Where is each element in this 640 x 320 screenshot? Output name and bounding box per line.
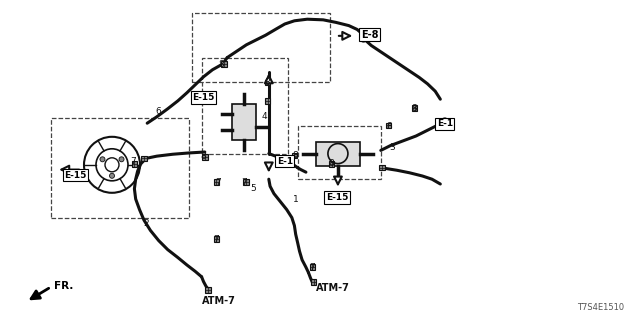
Text: E-1: E-1	[436, 119, 453, 128]
Bar	[141, 156, 147, 161]
Text: E-15: E-15	[193, 93, 214, 102]
Bar	[214, 179, 219, 185]
Text: 7: 7	[131, 157, 136, 166]
Text: 7: 7	[215, 178, 220, 187]
Text: ATM-7: ATM-7	[316, 283, 349, 293]
Bar	[386, 123, 391, 128]
Text: 8: 8	[387, 122, 392, 131]
Bar	[412, 105, 417, 111]
Text: 7: 7	[213, 235, 218, 244]
Text: 7: 7	[310, 263, 315, 272]
Text: 4: 4	[262, 112, 267, 121]
Circle shape	[105, 158, 119, 172]
Bar	[265, 80, 270, 85]
Text: T7S4E1510: T7S4E1510	[577, 303, 624, 312]
Bar	[380, 165, 385, 171]
Bar	[316, 141, 360, 166]
Text: 6: 6	[156, 107, 161, 116]
Text: 1: 1	[293, 196, 298, 204]
Text: 5: 5	[251, 184, 256, 193]
Circle shape	[442, 118, 448, 125]
Bar	[205, 287, 211, 293]
Text: E-15: E-15	[65, 171, 86, 180]
Bar	[243, 179, 248, 185]
Bar	[51, 118, 189, 218]
Text: E-15: E-15	[326, 193, 348, 202]
Text: 8: 8	[293, 151, 298, 160]
Bar	[310, 264, 315, 270]
Text: 3: 3	[390, 143, 395, 152]
Bar	[202, 154, 207, 160]
Circle shape	[100, 157, 105, 162]
Circle shape	[360, 35, 367, 42]
Circle shape	[119, 157, 124, 162]
Text: 8: 8	[201, 152, 206, 161]
Text: E-8: E-8	[361, 29, 379, 40]
Bar	[292, 153, 297, 158]
Text: 2: 2	[143, 220, 148, 228]
Text: E-1: E-1	[276, 157, 293, 166]
Bar	[311, 279, 316, 285]
Text: 8: 8	[412, 104, 417, 113]
Bar	[329, 161, 334, 167]
Text: 8: 8	[265, 78, 270, 87]
Bar	[298, 126, 381, 179]
Text: 7: 7	[242, 178, 247, 187]
Bar	[214, 236, 219, 242]
Bar	[202, 58, 288, 154]
Circle shape	[109, 173, 115, 178]
Bar	[265, 98, 270, 104]
Bar	[132, 161, 137, 167]
Bar	[221, 61, 227, 67]
Bar	[232, 104, 257, 140]
Text: 8: 8	[329, 159, 334, 168]
Text: FR.: FR.	[54, 281, 74, 291]
Bar	[192, 13, 330, 82]
Text: 8: 8	[218, 60, 223, 69]
Text: ATM-7: ATM-7	[202, 296, 236, 307]
